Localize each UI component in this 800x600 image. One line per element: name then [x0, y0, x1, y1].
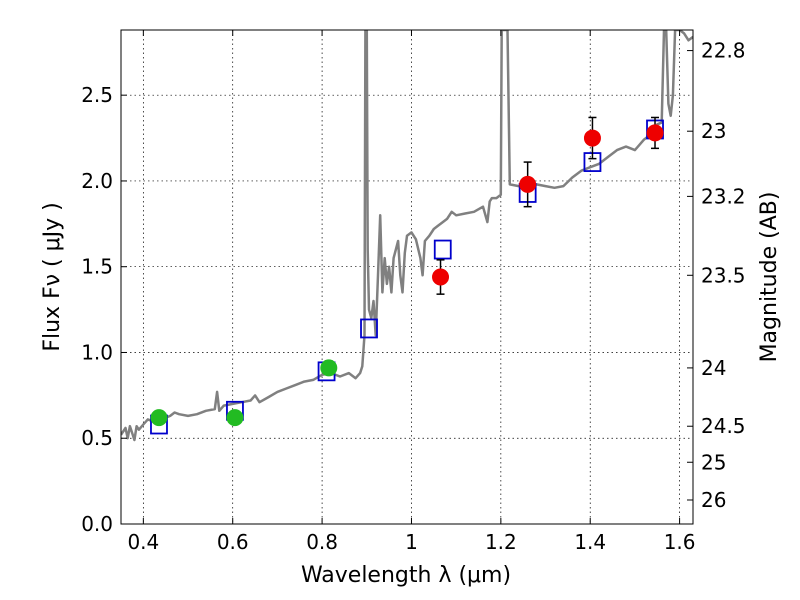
- x-tick-label: 0.6: [217, 530, 249, 554]
- y-tick-label: 1.0: [81, 340, 113, 364]
- photometry-point: [646, 124, 664, 142]
- axis-ticks: 0.4 0.6 0.8 1 1.2 1.4 1.6 0.0 0.5 1.0 1.5 2.0 2.5 22.…: [81, 30, 746, 554]
- x-tick-label: 1.6: [664, 530, 696, 554]
- spectrum-line: [121, 30, 693, 442]
- photometry-point: [432, 268, 450, 286]
- right-tick-label: 22.8: [701, 39, 746, 63]
- photometry-point: [583, 129, 601, 147]
- photometry-point: [226, 409, 244, 427]
- x-tick-label: 1.2: [485, 530, 517, 554]
- y-tick-label: 2.5: [81, 83, 113, 107]
- y-tick-label: 2.0: [81, 169, 113, 193]
- model-photometry-square: [433, 239, 452, 260]
- right-tick-label: 25: [701, 450, 726, 474]
- photometry-point: [320, 359, 338, 377]
- right-tick-label: 23.5: [701, 263, 746, 287]
- right-tick-label: 23: [701, 119, 726, 143]
- x-tick-label: 1.4: [574, 530, 606, 554]
- plot-frame: [120, 29, 694, 525]
- right-tick-label: 23.2: [701, 184, 746, 208]
- photometry-point: [519, 175, 537, 193]
- x-tick-label: 1: [405, 530, 418, 554]
- right-axis-label: Magnitude (AB): [757, 192, 782, 363]
- x-tick-label: 0.4: [127, 530, 159, 554]
- x-axis-label: Wavelength λ (μm): [301, 563, 511, 588]
- right-tick-label: 24: [701, 356, 726, 380]
- y-axis-label: Flux Fν ( μJy ): [40, 202, 65, 351]
- y-tick-label: 1.5: [81, 255, 113, 279]
- right-tick-label: 24.5: [701, 414, 746, 438]
- plot-data: [121, 30, 693, 442]
- right-tick-label: 26: [701, 488, 726, 512]
- y-tick-label: 0.5: [81, 426, 113, 450]
- photometry-point: [150, 409, 168, 427]
- model-photometry-square: [360, 318, 378, 339]
- x-tick-label: 0.8: [306, 530, 338, 554]
- y-tick-label: 0.0: [81, 512, 113, 536]
